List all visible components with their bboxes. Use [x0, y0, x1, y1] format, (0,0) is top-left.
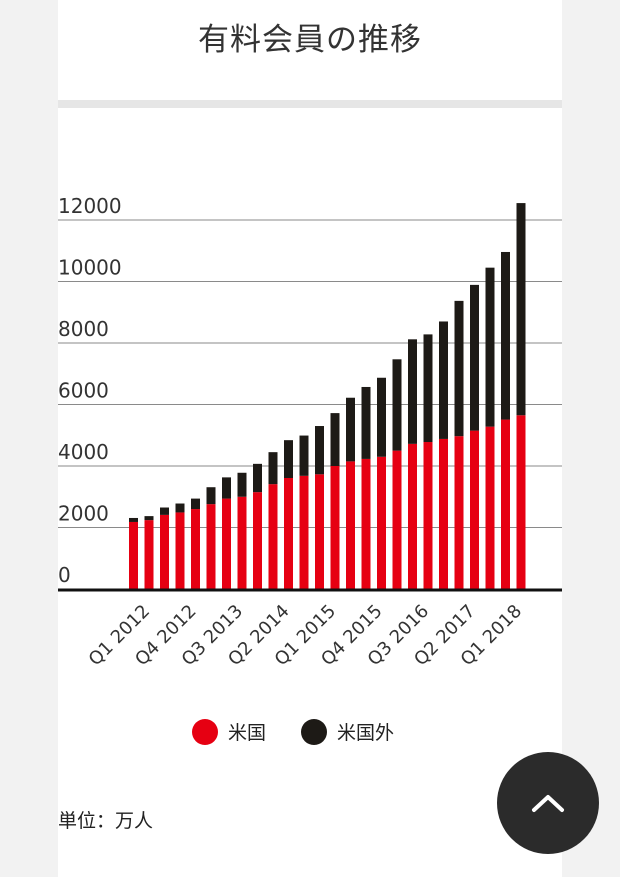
y-tick-label: 0 — [58, 563, 71, 587]
chart-bars — [129, 203, 526, 589]
bar-segment-intl — [315, 426, 324, 475]
bar-segment-intl — [160, 507, 169, 515]
bar-segment-intl — [129, 517, 138, 522]
bar-segment-us — [516, 415, 526, 589]
legend-label-us: 米国 — [228, 722, 267, 744]
bar-segment-intl — [423, 334, 433, 443]
scroll-to-top-button[interactable] — [497, 752, 599, 854]
bar-segment-intl — [330, 413, 340, 466]
bar-segment-us — [191, 509, 200, 589]
y-tick-label: 12000 — [58, 194, 122, 218]
y-tick-label: 2000 — [58, 502, 109, 526]
bar-segment-us — [423, 442, 433, 589]
bar-segment-us — [144, 520, 154, 589]
bar-segment-intl — [470, 284, 479, 431]
bar-segment-us — [470, 430, 479, 589]
y-axis-labels: 0 2000 4000 6000 8000 10000 12000 — [58, 194, 122, 587]
bar-segment-intl — [253, 463, 262, 493]
chart-legend: 米国 米国外 — [0, 718, 620, 748]
legend-swatch-intl — [301, 718, 327, 745]
bar-segment-us — [299, 475, 309, 589]
unit-label: 単位：万人 — [58, 810, 154, 832]
bar-segment-us — [330, 466, 340, 589]
bar-segment-intl — [284, 440, 293, 478]
legend-label-intl: 米国外 — [337, 722, 395, 744]
bar-segment-intl — [237, 472, 247, 497]
y-tick-label: 10000 — [58, 256, 122, 280]
bar-segment-us — [315, 474, 324, 589]
bar-segment-intl — [516, 203, 526, 416]
legend-swatch-us — [192, 718, 218, 745]
bar-segment-intl — [191, 498, 200, 510]
bar-segment-intl — [175, 503, 185, 513]
bar-segment-intl — [454, 300, 464, 437]
y-tick-label: 6000 — [58, 379, 109, 403]
bar-segment-us — [439, 438, 448, 589]
bar-segment-us — [253, 492, 262, 589]
bar-segment-us — [268, 484, 278, 589]
bar-segment-us — [222, 498, 231, 589]
bar-segment-intl — [485, 267, 495, 427]
bar-segment-us — [175, 512, 185, 589]
bar-segment-us — [237, 496, 247, 589]
bar-segment-intl — [268, 452, 278, 485]
bar-segment-us — [129, 521, 138, 589]
bar-segment-intl — [206, 487, 216, 505]
bar-segment-intl — [299, 435, 309, 476]
bar-segment-us — [408, 443, 417, 589]
bar-segment-us — [160, 514, 169, 589]
bar-segment-intl — [144, 516, 154, 521]
y-tick-label: 4000 — [58, 440, 109, 464]
legend-item-us: 米国 — [192, 718, 266, 745]
bar-segment-intl — [501, 251, 510, 420]
bar-segment-us — [346, 461, 355, 589]
legend-item-intl: 米国外 — [301, 718, 394, 745]
bar-segment-us — [392, 450, 402, 589]
bar-segment-intl — [439, 321, 448, 439]
chevron-up-icon — [532, 795, 564, 812]
title-divider — [58, 100, 562, 108]
bar-segment-intl — [346, 397, 355, 462]
bar-segment-intl — [392, 359, 402, 451]
bar-segment-us — [206, 504, 216, 589]
bar-segment-us — [501, 419, 510, 589]
bar-segment-intl — [408, 339, 417, 444]
y-tick-label: 8000 — [58, 317, 109, 341]
bar-segment-intl — [222, 477, 231, 499]
bar-segment-us — [361, 458, 371, 589]
bar-segment-us — [377, 456, 386, 589]
bar-segment-us — [454, 436, 464, 589]
page-title: 有料会員の推移 — [198, 22, 422, 58]
bar-segment-us — [485, 426, 495, 589]
bar-segment-intl — [377, 377, 386, 457]
bar-segment-intl — [361, 386, 371, 459]
bar-segment-us — [284, 477, 293, 589]
